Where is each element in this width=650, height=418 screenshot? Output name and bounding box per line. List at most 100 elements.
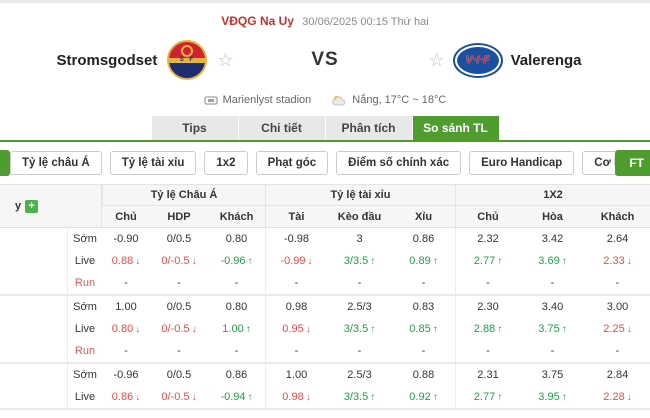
ft-button[interactable]: FT	[615, 150, 650, 176]
favorite-star-away-icon[interactable]: ☆	[428, 50, 445, 70]
odds-value: 0.88	[412, 369, 435, 381]
odds-value: 3	[356, 233, 363, 245]
odds-row-run: Run - - - - - - - - -	[0, 340, 650, 362]
arrow-up-icon: ↑	[247, 255, 253, 267]
odds-value: 0.80	[225, 233, 248, 245]
odds-cell: 2.25 ↓	[585, 318, 650, 340]
odds-value: -	[550, 345, 555, 357]
odds-cell: -0.99 ↓	[265, 250, 327, 272]
weather-text: Nắng, 17°C ~ 18°C	[352, 94, 447, 106]
subheader: Khách	[600, 210, 635, 223]
odds-row-live: Live 0.88 ↓ 0/-0.5 ↓ -0.96 ↑ -0.99 ↓ 3/3.5 ↑ 0.89 ↑ 2…	[0, 250, 650, 272]
subheader: Chủ	[455, 206, 520, 227]
subheader: Hòa	[542, 210, 563, 223]
filter-t-l-ch-u[interactable]: Tỷ lệ châu Á	[10, 151, 102, 175]
odds-cell: 0.80	[208, 296, 265, 318]
odds-value: 2.33	[603, 255, 625, 267]
away-team-logo: V·I·F	[454, 44, 501, 76]
arrow-down-icon: ↓	[305, 391, 311, 403]
weather-sun-cloud-icon	[332, 95, 346, 105]
odds-row-s-m: Sớm 1.00 0/0.5 0.80 0.98 2.5/3 0.83 2.30 3.40 3.0…	[0, 296, 650, 318]
filter-euro-handicap[interactable]: Euro Handicap	[469, 151, 575, 175]
odds-value: 2.32	[477, 233, 499, 245]
odds-cell: 2.30	[455, 296, 520, 318]
bookmaker-cell	[0, 364, 68, 386]
odds-value: -	[294, 345, 299, 357]
odds-value: 1.00	[285, 369, 308, 381]
odds-cell: 3.69 ↑	[520, 250, 585, 272]
odds-cell: 0.83	[392, 296, 455, 318]
odds-cell: 0.98 ↓	[265, 386, 327, 408]
odds-cell: 0/0.5	[150, 364, 208, 386]
bookmaker-cell	[0, 318, 68, 340]
add-company-icon[interactable]: +	[25, 199, 39, 213]
subheader: Khách	[219, 210, 254, 223]
bookmaker-cell	[0, 272, 68, 294]
tab-tips[interactable]: Tips	[151, 116, 238, 140]
odds-cell: -	[585, 340, 650, 362]
home-team-name: Stromsgodset	[56, 51, 158, 69]
tab-chi-ti-t[interactable]: Chi tiết	[238, 116, 325, 140]
group-header-asian-handicap: Tỷ lệ Châu Á	[102, 185, 265, 206]
odds-cell: 1.00	[102, 296, 150, 318]
odds-cell: -	[520, 340, 585, 362]
tab-ph-n-t-ch[interactable]: Phân tích	[325, 116, 412, 140]
odds-value: -	[357, 345, 362, 357]
arrow-up-icon: ↑	[247, 391, 253, 403]
odds-value: 0.86	[111, 391, 134, 403]
venue-item: Marienlyst stadion	[203, 94, 311, 106]
odds-value: -	[486, 277, 490, 289]
away-team-name: Valerenga	[510, 51, 582, 69]
group-header-1x2: 1X2	[455, 185, 650, 206]
tab-so-s-nh-tl[interactable]: So sánh TL	[412, 116, 499, 140]
odds-value: 0.83	[412, 301, 435, 313]
arrow-up-icon: ↑	[497, 323, 503, 335]
filter-t-l-t-i-x-u[interactable]: Tỷ lệ tài xỉu	[109, 151, 197, 175]
odds-row-s-m: Sớm -0.96 0/0.5 0.86 1.00 2.5/3 0.88 2.31 3.75 2.…	[0, 364, 650, 386]
odds-value: 3.75	[541, 369, 564, 381]
odds-cell: -	[265, 272, 327, 294]
odds-value: 2.5/3	[347, 369, 372, 381]
bookmaker-cell	[0, 228, 68, 250]
home-team: Stromsgodset S F ☆	[0, 40, 290, 80]
arrow-up-icon: ↑	[370, 255, 376, 267]
odds-value: 0.98	[285, 301, 308, 313]
filter-scrolled-button[interactable]	[0, 150, 10, 176]
odds-value: 0.95	[282, 323, 304, 335]
tab-strip: Tips Chi tiết Phân tích So sánh TL	[0, 116, 650, 142]
odds-value: -	[615, 345, 620, 357]
bookmaker-group: Sớm -0.90 0/0.5 0.80 -0.98 3 0.86 2.32 3.42 2.64 L…	[0, 228, 650, 296]
filter-i-m-s-ch-nh-x-c[interactable]: Điểm số chính xác	[336, 151, 462, 175]
odds-value: 0/-0.5	[161, 323, 190, 335]
filter-1x2[interactable]: 1x2	[204, 151, 248, 175]
odds-cell: 0/-0.5 ↓	[150, 250, 208, 272]
arrow-up-icon: ↑	[370, 323, 376, 335]
arrow-up-icon: ↑	[245, 323, 251, 335]
odds-value: -	[550, 277, 555, 289]
bookmaker-group: Sớm -0.96 0/0.5 0.86 1.00 2.5/3 0.88 2.31 3.75 2.…	[0, 364, 650, 410]
odds-cell: 0.98	[265, 296, 327, 318]
weather-item: Nắng, 17°C ~ 18°C	[331, 94, 446, 107]
subheader: Kèo đầu	[337, 210, 382, 223]
odds-cell: -	[520, 272, 585, 294]
odds-value: -	[421, 345, 426, 357]
odds-table: y + Tỷ lệ Châu Á Tỷ lệ tài xỉu 1X2 Chủ H…	[0, 184, 650, 410]
away-team: ☆ V·I·F Valerenga	[360, 44, 650, 76]
group-header-over-under: Tỷ lệ tài xỉu	[265, 185, 455, 206]
favorite-star-home-icon[interactable]: ☆	[217, 50, 234, 70]
bookmaker-cell	[0, 296, 68, 318]
arrow-down-icon: ↓	[191, 323, 197, 335]
table-body: Sớm -0.90 0/0.5 0.80 -0.98 3 0.86 2.32 3.42 2.64 L…	[0, 228, 650, 410]
odds-value: -	[357, 277, 362, 289]
odds-cell: 0.80 ↓	[102, 318, 150, 340]
odds-value: -0.94	[220, 391, 246, 403]
odds-value: -0.98	[283, 233, 310, 245]
teams-row: Stromsgodset S F ☆ VS ☆ V·I·F Valerenga	[0, 32, 650, 88]
odds-value: -	[177, 277, 181, 289]
odds-value: 3.00	[606, 301, 629, 313]
odds-value: -	[294, 277, 299, 289]
odds-cell: 3/3.5 ↑	[327, 250, 392, 272]
filter-ph-t-g-c[interactable]: Phạt góc	[255, 151, 329, 175]
odds-value: 3/3.5	[343, 391, 369, 403]
odds-cell: 2.31	[455, 364, 520, 386]
